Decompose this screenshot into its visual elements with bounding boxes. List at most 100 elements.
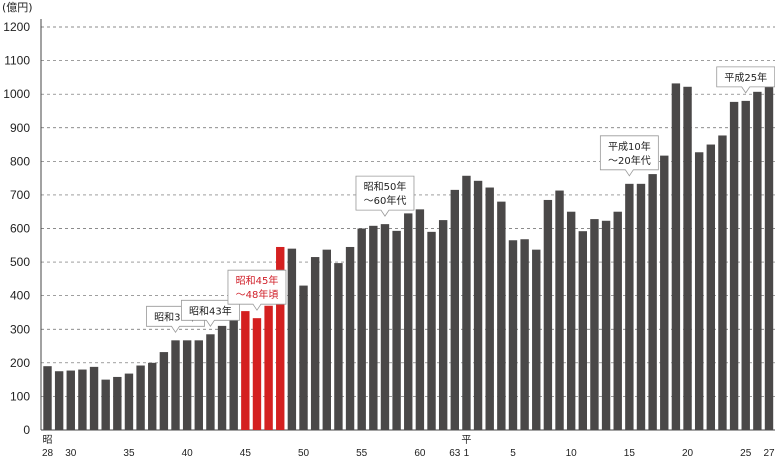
annotation-callout: 昭和50年〜60年代	[355, 175, 415, 217]
bar	[310, 257, 320, 430]
bar	[380, 224, 390, 430]
bar	[508, 240, 518, 430]
y-tick-label: 700	[10, 188, 30, 202]
bar	[764, 84, 774, 430]
x-tick-label: 昭	[43, 434, 53, 446]
x-tick-label: 30	[65, 448, 77, 459]
bar-highlighted	[264, 305, 273, 430]
callout-label: 昭和45年	[236, 274, 279, 287]
bar	[334, 263, 343, 430]
bar	[101, 379, 110, 430]
x-tick-label: 20	[682, 448, 694, 459]
x-tick-label: 25	[740, 448, 752, 459]
y-tick-label: 1200	[3, 20, 30, 34]
bar	[625, 183, 634, 430]
callout-box	[355, 175, 415, 217]
bar-highlighted	[252, 318, 262, 430]
callout-label: 昭和43年	[189, 304, 232, 317]
bar	[473, 180, 483, 430]
bar	[497, 201, 506, 430]
bar	[660, 155, 669, 431]
bar	[171, 340, 180, 430]
bar-highlighted	[276, 246, 285, 430]
x-tick-label: 60	[414, 448, 426, 459]
callout-label: 〜60年代	[364, 194, 407, 207]
callout-label: 平成25年	[724, 71, 767, 84]
bar	[54, 371, 64, 430]
y-tick-label: 100	[10, 389, 30, 403]
bar	[555, 190, 564, 430]
bar	[671, 83, 681, 431]
bar	[613, 211, 622, 430]
bar	[124, 373, 134, 430]
annotation-callout: 平成10年〜20年代	[599, 135, 659, 177]
bar	[427, 231, 436, 430]
x-tick-label: 1	[464, 448, 470, 459]
bar	[194, 340, 203, 430]
callout-label: 平成10年	[608, 140, 651, 153]
bar	[159, 352, 169, 430]
y-tick-label: 400	[10, 289, 30, 303]
bar	[136, 365, 145, 430]
bar	[578, 231, 588, 430]
callout-label: 〜20年代	[608, 154, 651, 167]
bar	[706, 144, 716, 430]
bar	[485, 187, 494, 430]
y-tick-label: 0	[23, 423, 30, 437]
bar	[683, 86, 692, 431]
bar	[590, 219, 599, 430]
x-tick-label: 63	[449, 448, 461, 459]
y-tick-label: 300	[10, 322, 30, 336]
y-tick-label: 1100	[4, 54, 30, 68]
bar	[718, 135, 727, 430]
bar	[694, 152, 704, 430]
bar-highlighted	[241, 311, 250, 430]
bar	[217, 325, 227, 430]
bar	[78, 369, 87, 430]
x-tick-label: 15	[624, 448, 636, 459]
bar	[229, 313, 238, 430]
callout-box	[599, 135, 659, 177]
bar	[392, 230, 401, 430]
bar	[648, 174, 657, 430]
y-tick-label: 900	[10, 121, 30, 135]
x-tick-label: 28	[42, 448, 54, 459]
bar	[462, 175, 471, 430]
bar	[322, 249, 331, 430]
x-tick-label: 40	[182, 448, 194, 459]
bar	[287, 248, 297, 430]
y-axis-ticks: 0 100 200 300 400 500 600 700 800 900 1000 1100 1200	[3, 20, 30, 437]
annotation-callout: 昭和45年〜48年頃	[227, 269, 287, 311]
y-tick-label: 200	[10, 356, 30, 370]
bar	[729, 101, 739, 430]
y-tick-label: 1000	[3, 87, 30, 101]
bar	[357, 228, 366, 430]
x-tick-label: 10	[566, 448, 578, 459]
bar	[89, 366, 99, 430]
x-tick-label: 27	[763, 448, 775, 459]
x-tick-label: 50	[298, 448, 310, 459]
y-tick-label: 500	[10, 255, 30, 269]
bar	[741, 100, 750, 430]
bar	[182, 340, 192, 430]
bar	[450, 189, 459, 430]
bar	[438, 220, 448, 430]
x-tick-label: 平	[461, 435, 471, 446]
x-tick-label: 5	[510, 448, 516, 459]
callout-label: 昭和50年	[364, 180, 407, 193]
callout-label: 〜48年頃	[236, 288, 279, 301]
bar	[206, 334, 215, 430]
bar	[415, 209, 425, 430]
bar	[566, 211, 576, 430]
bar	[601, 220, 611, 430]
y-tick-label: 800	[10, 154, 30, 168]
bars	[43, 83, 774, 431]
bar	[543, 199, 553, 430]
x-tick-label: 35	[123, 448, 135, 459]
bar	[404, 213, 413, 430]
bar	[532, 249, 541, 430]
y-tick-label: 600	[10, 222, 30, 236]
bar	[43, 366, 52, 430]
bar	[148, 362, 157, 430]
bar	[66, 370, 75, 430]
